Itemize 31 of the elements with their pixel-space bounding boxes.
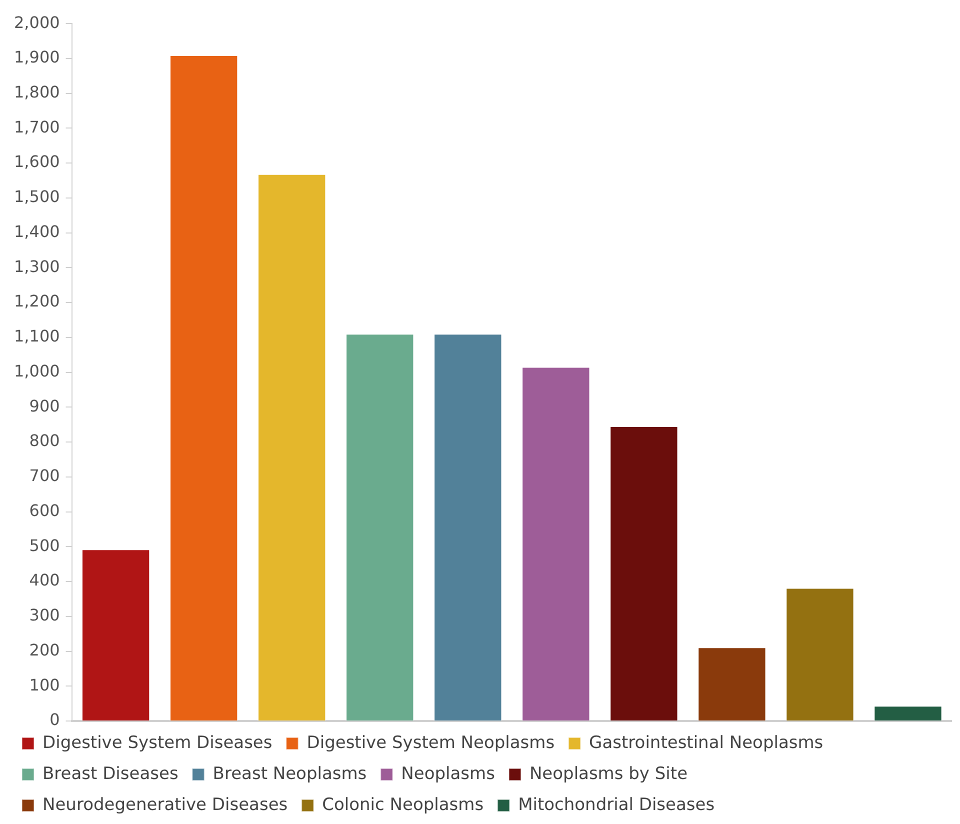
y-tick-label: 1,700 [14, 117, 60, 136]
y-tick-label: 100 [29, 675, 60, 694]
y-tick-label: 900 [29, 396, 60, 416]
y-tick-label: 700 [29, 466, 60, 486]
y-tick-label: 1,800 [14, 82, 60, 102]
y-tick-label: 600 [29, 500, 60, 520]
y-tick-label: 2,000 [14, 12, 60, 32]
y-tick-label: 1,900 [14, 48, 60, 67]
legend-label: Neoplasms [401, 764, 496, 784]
y-tick-label: 400 [29, 570, 60, 590]
y-tick-label: 500 [29, 536, 60, 555]
legend-label: Digestive System Diseases [42, 732, 272, 753]
y-tick-label: 1,100 [14, 326, 60, 346]
y-tick-label: 1,300 [14, 256, 60, 276]
y-tick-label: 1,500 [14, 187, 60, 206]
legend-label: Mitochondrial Diseases [518, 794, 715, 815]
y-tick-label: 1,600 [14, 152, 60, 172]
y-tick-label: 300 [29, 606, 60, 625]
y-tick-label: 800 [29, 431, 60, 450]
y-tick-label: 0 [50, 710, 60, 730]
legend-label: Neurodegenerative Diseases [42, 794, 288, 815]
legend-label: Gastrointestinal Neoplasms [589, 732, 824, 753]
y-tick-label: 1,400 [14, 222, 60, 241]
legend-label: Breast Neoplasms [212, 764, 367, 784]
legend-label: Breast Diseases [42, 764, 178, 784]
y-tick-label: 1,200 [14, 292, 60, 311]
legend-label: Colonic Neoplasms [322, 794, 484, 815]
legend-label: Neoplasms by Site [529, 764, 688, 784]
legend-label: Digestive System Neoplasms [306, 732, 555, 753]
y-tick-label: 1,000 [14, 361, 60, 380]
y-tick-label: 200 [29, 640, 60, 660]
